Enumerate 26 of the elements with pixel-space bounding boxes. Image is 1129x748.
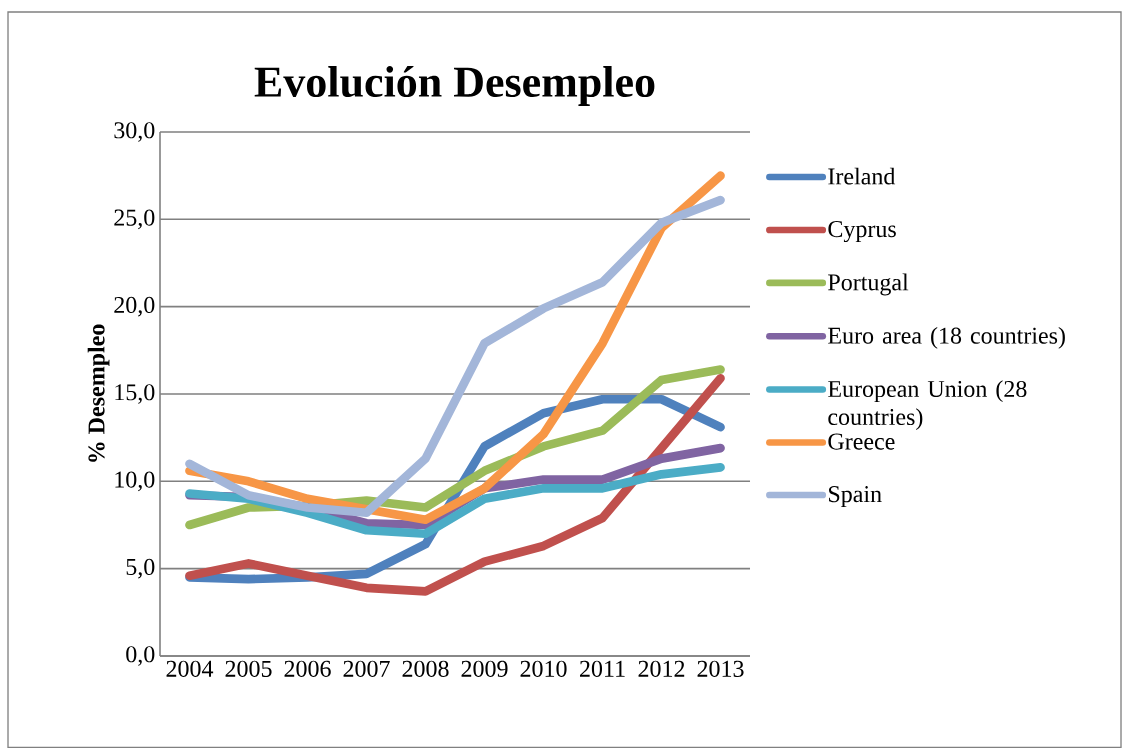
x-tick-label: 2005 bbox=[225, 660, 272, 677]
x-tick-label: 2010 bbox=[520, 660, 567, 677]
y-tick-label: 5,0 bbox=[126, 558, 155, 579]
x-tick-label: 2009 bbox=[461, 660, 508, 677]
x-tick-label: 2013 bbox=[697, 660, 744, 677]
x-tick-label: 2006 bbox=[284, 660, 331, 677]
x-tick-label: 2008 bbox=[402, 660, 449, 677]
y-axis-title: % Desempleo bbox=[87, 324, 110, 462]
y-tick-label: 25,0 bbox=[114, 209, 155, 230]
y-tick-label: 30,0 bbox=[114, 122, 155, 142]
y-tick-label: 20,0 bbox=[114, 296, 155, 317]
legend-label: Greece bbox=[828, 433, 895, 450]
chart-title: Evolución Desempleo bbox=[254, 66, 655, 106]
x-tick-label: 2007 bbox=[343, 660, 390, 677]
x-tick-label: 2011 bbox=[580, 660, 625, 677]
y-tick-label: 15,0 bbox=[115, 384, 155, 404]
y-tick-label: 0,0 bbox=[126, 646, 155, 666]
legend-label: Euro area (18 countries) bbox=[828, 326, 1065, 349]
legend-label: Cyprus bbox=[828, 221, 896, 243]
x-tick-label: 2004 bbox=[166, 660, 214, 677]
y-tick-label: 10,0 bbox=[115, 471, 155, 492]
x-tick-label: 2012 bbox=[638, 660, 685, 677]
legend-label: Spain bbox=[829, 486, 882, 508]
legend-label: Portugal bbox=[828, 273, 909, 296]
legend-label: Ireland bbox=[828, 167, 896, 185]
legend-label: European Union (28 countries) bbox=[828, 380, 1027, 430]
